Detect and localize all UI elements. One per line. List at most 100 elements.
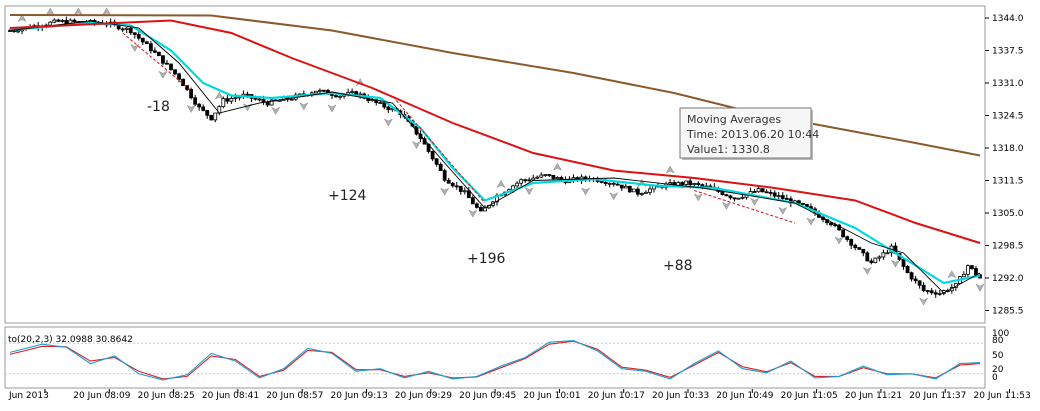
price-tick-label: 1298.5 [992,242,1024,252]
price-tick-label: 1305.0 [992,209,1024,219]
candle-body [470,197,475,205]
candle-body [539,174,544,178]
time-axis-label: 20 Jun 09:45 [459,391,516,401]
tooltip: Moving Averages Time: 2013.06.20 10:44 Val… [679,107,819,160]
candle-body [189,89,194,99]
candle-body [905,265,910,274]
candle-body [780,195,785,199]
candle-body [615,183,620,186]
moving-average-line [9,21,981,285]
candle-body [720,191,725,195]
candle-body [350,91,355,94]
candle-body [454,185,459,188]
fractal-arrow [158,70,168,79]
fractal-arrow [806,217,816,226]
candle-body [261,98,266,103]
candle-body [644,191,648,194]
fractal-arrow [383,118,393,127]
candle-body [519,179,524,184]
time-axis-label: 20 Jun 10:49 [716,391,773,401]
moving-average-line [9,20,981,294]
time-axis-label: Jun 2013 [8,391,49,401]
candle-body [881,252,886,258]
candle-body [197,103,202,108]
fractal-arrow [299,102,309,111]
price-pane-frame [4,5,986,324]
candle-body [732,197,737,200]
candle-body [458,185,463,192]
candle-body [680,182,685,185]
time-axis-label: 20 Jun 10:01 [523,391,580,401]
price-tick-label: 1324.5 [992,112,1024,122]
fractal-arrow [73,7,84,16]
time-axis-label: 20 Jun 11:21 [845,391,902,401]
candle-body [132,32,137,35]
candle-body [322,89,326,92]
candle-body [768,191,773,194]
oscillator-tick-label: 50 [992,351,1004,361]
time-axis-label: 20 Jun 08:57 [266,391,323,401]
fractal-arrow [947,270,957,279]
fractal-arrow [524,187,534,196]
fractal-arrow [749,197,760,206]
candle-body [760,188,765,193]
fractal-arrow [130,43,140,52]
candle-body [338,95,342,98]
candle-body [225,98,230,102]
candle-body [648,188,652,193]
fractal-arrow [496,179,506,189]
candle-body [966,265,970,275]
candle-body [269,99,274,106]
candle-body [700,184,705,187]
candle-body [901,258,906,267]
dashed-trend-line [396,100,486,204]
fractal-arrow [214,91,224,100]
candle-body [555,177,560,179]
oscillator-signal-line [9,340,981,380]
candle-body [229,98,234,102]
candle-body [60,19,65,22]
time-axis-label: 20 Jun 08:09 [73,391,130,401]
oscillator-label: to(20,2,3) 32.0988 30.8642 [8,335,133,345]
candle-body [865,252,870,262]
candle-body [599,181,604,183]
candle-body [382,102,387,108]
candle-body [764,191,769,194]
candle-body [523,179,528,182]
candle-body [756,188,761,193]
candle-body [796,200,801,204]
candle-body [619,184,624,189]
candle-body [257,98,262,101]
candle-body [442,170,447,181]
time-axis-label: 20 Jun 10:33 [652,391,709,401]
candle-body [52,19,57,23]
oscillator-tick-label: 100 [992,329,1009,339]
candle-body [136,34,141,39]
oscillator-pane-frame [4,326,986,389]
candle-body [837,224,842,231]
candle-body [330,93,334,96]
candle-body [640,193,644,195]
candle-body [72,19,77,22]
candle-body [635,188,640,195]
candle-body [120,28,125,31]
candle-body [193,97,198,105]
candle-body [873,257,878,264]
price-tick-label: 1337.5 [992,47,1024,57]
tooltip-value: Value1: 1330.8 [687,143,770,156]
candle-body [849,239,854,246]
profit-annotation: -18 [147,99,170,115]
candle-body [925,290,930,292]
time-axis-label: 20 Jun 09:13 [331,391,388,401]
candle-body [124,27,129,30]
fractal-arrow [186,104,196,113]
candle-body [144,41,149,45]
price-tick-label: 1318.0 [992,144,1024,154]
candle-body [776,195,781,198]
tooltip-title: Moving Averages [687,113,781,126]
time-axis-label: 20 Jun 09:29 [395,391,452,401]
candle-body [696,183,701,185]
fractal-arrow [862,266,872,275]
candle-body [169,63,173,71]
